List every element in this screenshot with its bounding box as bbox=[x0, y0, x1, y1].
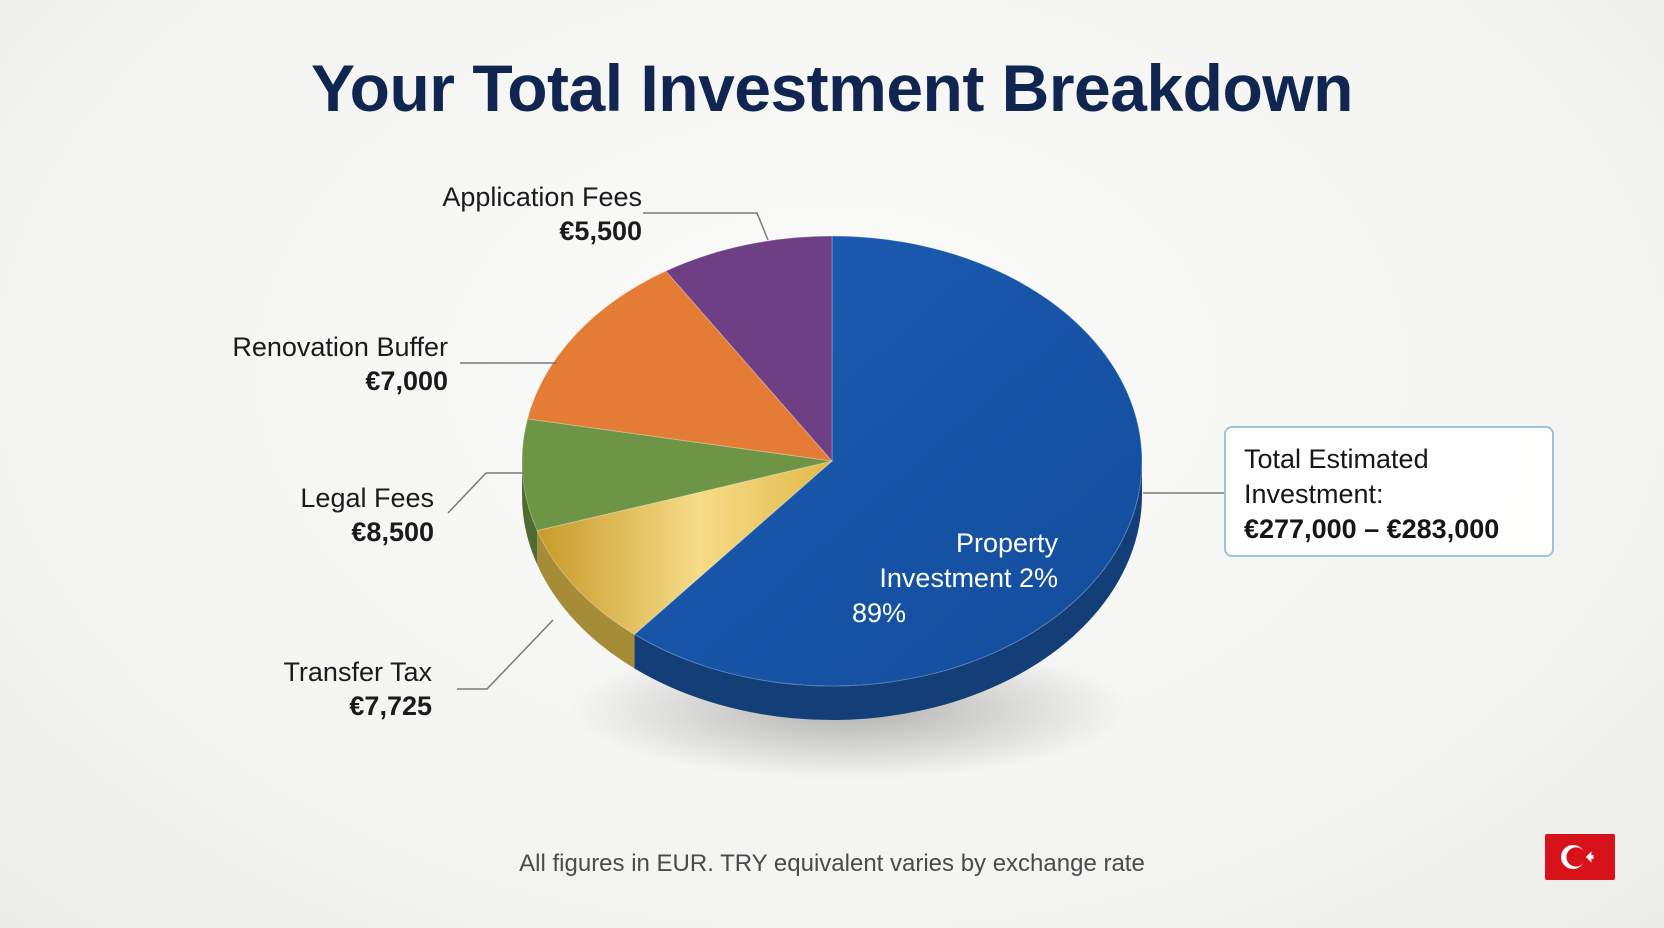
total-label-line2: Investment: bbox=[1244, 479, 1384, 509]
slice-label-property-investment: Property Investment 2% 89% bbox=[848, 526, 1058, 631]
pie-side-legal-fees bbox=[522, 461, 538, 565]
slice-value-legal-fees: €8,500 bbox=[351, 517, 434, 547]
leader-line-transfer-tax bbox=[457, 619, 554, 690]
total-range-value: €277,000 – €283,000 bbox=[1244, 514, 1500, 544]
slice-label-legal-fees: Legal Fees €8,500 bbox=[200, 481, 434, 549]
footnote: All figures in EUR. TRY equivalent varie… bbox=[519, 850, 1145, 877]
pie-side-transfer-tax bbox=[537, 530, 635, 669]
pie-slice-transfer-tax bbox=[536, 460, 833, 635]
property-label-line2: Investment 2% bbox=[879, 563, 1058, 593]
leader-line-application-fees bbox=[643, 212, 769, 241]
slice-value-application-fees: €5,500 bbox=[559, 216, 642, 246]
property-label-line1: Property bbox=[955, 528, 1058, 558]
slice-value-transfer-tax: €7,725 bbox=[349, 691, 432, 721]
leader-line-legal-fees bbox=[447, 472, 523, 514]
property-percent-label: 89% bbox=[852, 598, 907, 628]
page-title: Your Total Investment Breakdown bbox=[311, 51, 1353, 125]
pie-slice-renovation-buffer bbox=[526, 270, 834, 462]
pie-side-property-investment bbox=[634, 461, 1142, 720]
slice-name-application-fees: Application Fees bbox=[442, 182, 642, 212]
slice-name-renovation-buffer: Renovation Buffer bbox=[232, 332, 448, 362]
slice-label-transfer-tax: Transfer Tax €7,725 bbox=[200, 655, 432, 723]
slice-name-transfer-tax: Transfer Tax bbox=[283, 657, 432, 687]
slice-name-legal-fees: Legal Fees bbox=[300, 483, 434, 513]
pie-slice-application-fees bbox=[665, 235, 833, 463]
turkey-flag-icon bbox=[1545, 834, 1615, 880]
pie-slice-property-investment bbox=[633, 235, 1143, 687]
pie-slice-legal-fees bbox=[521, 418, 833, 532]
slice-label-application-fees: Application Fees €5,500 bbox=[340, 180, 642, 248]
total-label-line1: Total Estimated bbox=[1244, 444, 1429, 474]
slice-value-renovation-buffer: €7,000 bbox=[365, 366, 448, 396]
total-investment-box: Total Estimated Investment: €277,000 – €… bbox=[1224, 426, 1554, 557]
slice-label-renovation-buffer: Renovation Buffer €7,000 bbox=[160, 330, 448, 398]
